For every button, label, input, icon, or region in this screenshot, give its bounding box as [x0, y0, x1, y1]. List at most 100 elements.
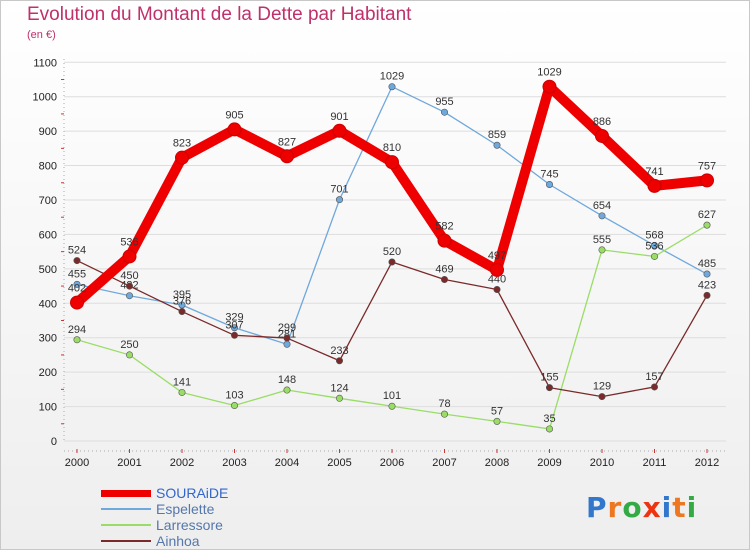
- data-label: 35: [543, 413, 555, 425]
- legend-label: Espelette: [156, 501, 215, 517]
- data-point: [73, 336, 81, 344]
- data-point: [703, 221, 711, 229]
- data-point: [595, 128, 609, 143]
- y-tick-label: 1100: [33, 57, 57, 69]
- data-point: [703, 270, 711, 278]
- legend-item: SOURAiDE: [101, 485, 341, 501]
- data-label: 57: [491, 405, 503, 417]
- legend-swatch: [101, 489, 151, 497]
- data-point: [598, 212, 606, 220]
- data-point: [335, 196, 343, 204]
- data-label: 568: [645, 229, 663, 241]
- proxiti-logo: Proxiti: [586, 491, 697, 524]
- data-point: [227, 122, 242, 137]
- data-point: [283, 340, 291, 348]
- y-tick-label: 400: [39, 298, 57, 310]
- data-point: [650, 252, 658, 260]
- data-point: [493, 141, 501, 149]
- data-point: [388, 402, 396, 410]
- data-label: 520: [383, 246, 401, 258]
- x-tick-label: 2005: [327, 457, 351, 469]
- data-label: 701: [330, 184, 348, 196]
- logo-letter: P: [586, 491, 608, 524]
- y-tick-label: 500: [39, 264, 57, 276]
- x-tick-label: 2009: [537, 457, 561, 469]
- legend-item: Ainhoa: [101, 533, 341, 549]
- legend-swatch: [101, 508, 151, 510]
- data-label: 901: [330, 111, 348, 123]
- y-tick-label: 100: [39, 402, 57, 414]
- data-point: [231, 331, 239, 339]
- data-point: [650, 241, 658, 249]
- data-point: [490, 262, 504, 277]
- data-label: 654: [593, 200, 611, 212]
- data-point: [178, 388, 186, 396]
- x-tick-label: 2012: [695, 457, 719, 469]
- data-label: 536: [645, 240, 663, 252]
- x-tick-label: 2002: [170, 457, 194, 469]
- y-tick-label: 200: [39, 367, 57, 379]
- legend-label: Ainhoa: [156, 533, 200, 549]
- data-label: 859: [488, 129, 506, 141]
- data-point: [73, 257, 81, 265]
- data-label: 524: [68, 245, 86, 257]
- data-label: 450: [120, 270, 138, 282]
- data-label: 157: [645, 371, 663, 383]
- data-point: [437, 233, 452, 248]
- data-label: 741: [645, 166, 663, 178]
- data-point: [493, 417, 501, 425]
- x-tick-label: 2008: [485, 457, 509, 469]
- data-label: 155: [540, 372, 558, 384]
- data-point: [73, 280, 81, 288]
- data-label: 103: [225, 390, 243, 402]
- data-label: 536: [120, 236, 138, 248]
- data-point: [385, 155, 399, 170]
- data-point: [126, 351, 134, 359]
- legend-item: Larressore: [101, 517, 341, 533]
- x-tick-label: 2010: [590, 457, 614, 469]
- logo-letter: o: [622, 491, 643, 524]
- y-tick-label: 800: [39, 161, 57, 173]
- logo-letter: i: [661, 491, 673, 524]
- x-tick-label: 2007: [432, 457, 456, 469]
- data-label: 455: [68, 268, 86, 280]
- data-point: [598, 393, 606, 401]
- series-line-espelette: [76, 86, 708, 345]
- data-point: [332, 123, 347, 138]
- data-label: 757: [698, 160, 716, 172]
- data-point: [283, 334, 291, 342]
- logo-letter: r: [607, 491, 623, 524]
- data-point: [545, 384, 553, 392]
- data-label: 440: [488, 274, 506, 286]
- data-label: 78: [438, 398, 450, 410]
- y-tick-label: 700: [39, 195, 57, 207]
- data-label: 148: [278, 374, 296, 386]
- data-point: [122, 249, 137, 264]
- y-tick-label: 0: [51, 436, 57, 448]
- data-point: [280, 149, 294, 164]
- data-label: 423: [698, 279, 716, 291]
- data-label: 329: [225, 312, 243, 324]
- data-label: 250: [120, 339, 138, 351]
- y-tick-label: 900: [39, 126, 57, 138]
- data-point: [178, 308, 186, 316]
- data-label: 469: [435, 264, 453, 276]
- data-label: 485: [698, 258, 716, 270]
- data-label: 1029: [380, 71, 404, 83]
- data-label: 827: [278, 136, 296, 148]
- data-label: 129: [593, 381, 611, 393]
- x-tick-label: 2006: [380, 457, 404, 469]
- legend: SOURAiDE Espelette Larressore Ainhoa: [101, 485, 341, 549]
- data-label: 124: [330, 382, 348, 394]
- data-label: 823: [173, 138, 191, 150]
- legend-swatch: [101, 524, 151, 526]
- data-point: [440, 108, 448, 116]
- data-point: [126, 282, 134, 290]
- data-label: 395: [173, 289, 191, 301]
- legend-label: Larressore: [156, 517, 223, 533]
- x-tick-label: 2000: [65, 457, 89, 469]
- chart-title: Evolution du Montant de la Dette par Hab…: [27, 4, 412, 25]
- data-point: [493, 286, 501, 294]
- logo-letter: i: [686, 491, 698, 524]
